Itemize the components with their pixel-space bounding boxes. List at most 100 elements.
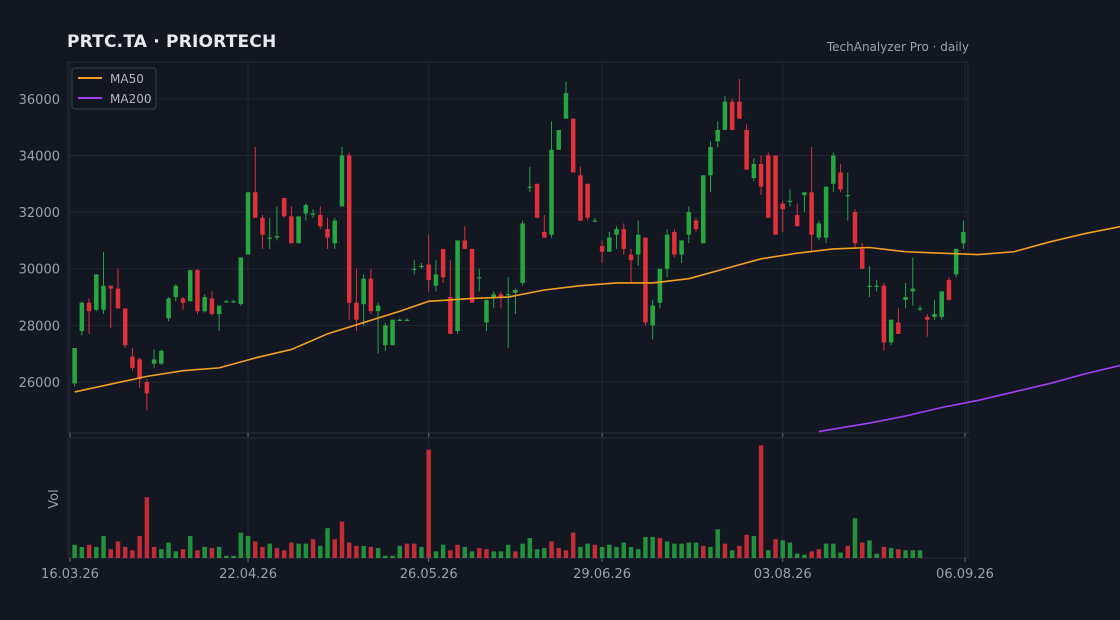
candle-body xyxy=(758,163,764,187)
candle xyxy=(592,217,598,223)
candle xyxy=(751,158,757,181)
candle xyxy=(224,299,229,303)
candle xyxy=(505,277,511,349)
legend[interactable]: MA50 MA200 xyxy=(71,67,157,110)
volume-bar xyxy=(397,545,403,558)
volume-bar xyxy=(556,548,561,558)
volume-bar xyxy=(867,540,872,558)
candle xyxy=(195,268,200,315)
candle xyxy=(650,299,655,340)
candle xyxy=(758,155,764,196)
candle xyxy=(426,234,431,292)
candle xyxy=(737,78,742,119)
volume-bar xyxy=(122,546,128,558)
volume-bar xyxy=(874,553,879,558)
candle xyxy=(281,197,287,218)
y-tick-label: 30000 xyxy=(19,263,60,278)
candle-body xyxy=(549,149,554,235)
volume-bar xyxy=(477,548,482,558)
volume-bar xyxy=(94,546,99,558)
candle-body xyxy=(462,240,468,249)
candle xyxy=(390,319,395,346)
candle xyxy=(635,220,641,266)
volume-bar xyxy=(664,541,670,558)
candle-body xyxy=(672,231,677,255)
candle-body xyxy=(130,356,135,368)
candle xyxy=(173,284,179,302)
candle-body xyxy=(845,195,851,197)
candle-body xyxy=(802,192,807,196)
candle-body xyxy=(729,101,735,130)
candle xyxy=(925,314,930,337)
volume-bar xyxy=(187,535,193,558)
volume-bar xyxy=(498,551,504,558)
candle-body xyxy=(650,305,655,326)
candle-body xyxy=(852,212,858,244)
candle xyxy=(332,217,337,249)
candle-body xyxy=(953,248,959,275)
volume-bar xyxy=(130,550,135,558)
volume-bar xyxy=(462,546,468,558)
candle-body xyxy=(787,200,793,202)
candle xyxy=(209,291,215,316)
candle xyxy=(411,260,417,275)
candle-body xyxy=(867,285,872,287)
candle xyxy=(570,118,576,173)
volume-bar xyxy=(744,534,749,558)
candle xyxy=(72,348,77,387)
volume-bar xyxy=(787,542,793,558)
candle xyxy=(339,146,345,207)
candle-body xyxy=(361,278,366,305)
x-tick-label: 03.08.26 xyxy=(754,567,812,582)
volume-bar xyxy=(838,552,843,558)
candle xyxy=(187,270,193,302)
y-tick-label: 36000 xyxy=(19,93,60,108)
volume-bar xyxy=(426,449,431,558)
candle xyxy=(628,248,634,283)
moving-average-lines xyxy=(74,225,1120,433)
volume-bar xyxy=(614,546,619,558)
candle-body xyxy=(643,237,648,323)
candle-body xyxy=(498,294,504,298)
volume-bar xyxy=(440,544,446,558)
candle-body xyxy=(766,155,771,218)
candle-body xyxy=(737,101,742,119)
candle-body xyxy=(780,203,785,210)
volume-bar xyxy=(715,529,720,558)
candle-body xyxy=(159,350,164,364)
candle-body xyxy=(838,172,843,190)
volume-bar xyxy=(310,539,316,558)
candle xyxy=(404,318,410,322)
volume-bar xyxy=(737,545,742,558)
volume-bar xyxy=(643,537,648,558)
volume-bar xyxy=(404,543,410,558)
candle-body xyxy=(281,197,287,217)
volume-bar xyxy=(505,544,511,558)
candle-body xyxy=(346,155,352,303)
candle-body xyxy=(137,359,142,380)
candle xyxy=(469,248,475,303)
candle xyxy=(122,308,128,349)
volume-bar xyxy=(607,544,612,558)
candle xyxy=(361,274,366,326)
candle xyxy=(932,299,937,320)
candle xyxy=(852,209,858,249)
candle-body xyxy=(570,118,576,173)
candle xyxy=(491,291,496,309)
candle xyxy=(787,189,793,207)
candle-body xyxy=(925,316,930,320)
candle xyxy=(701,175,706,244)
candle-body xyxy=(831,155,836,184)
candle xyxy=(708,141,713,193)
volume-bar xyxy=(303,543,309,558)
ma-line-ma200 xyxy=(818,364,1120,433)
volume-bar xyxy=(628,546,634,558)
candle xyxy=(722,95,728,130)
volume-bar xyxy=(910,550,916,558)
candle-body xyxy=(86,302,92,312)
candle-body xyxy=(592,220,598,222)
candle xyxy=(368,268,374,315)
candle xyxy=(657,268,663,309)
candle xyxy=(433,260,439,292)
candle xyxy=(693,217,699,232)
